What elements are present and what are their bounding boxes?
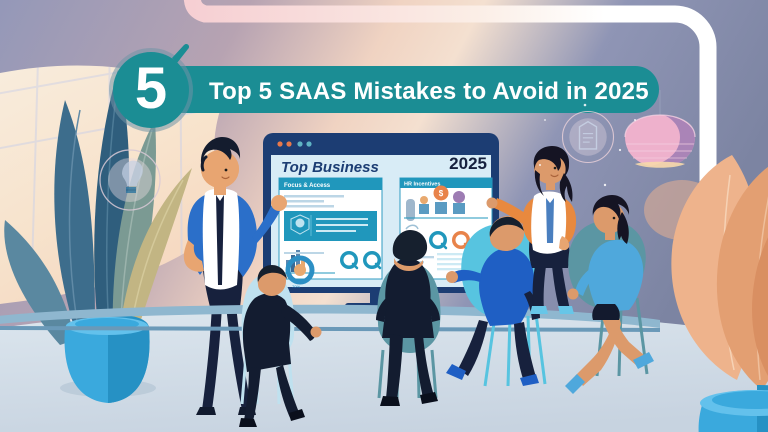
svg-text:HR Incentives: HR Incentives xyxy=(404,182,440,188)
svg-text:5: 5 xyxy=(135,56,167,121)
svg-text:Focus & Access: Focus & Access xyxy=(284,183,331,189)
svg-text:70%: 70% xyxy=(292,284,300,289)
svg-text:$: $ xyxy=(439,189,444,198)
svg-text:Top Business: Top Business xyxy=(281,159,379,176)
svg-text:Top 5 SAAS Mistakes to Avoid i: Top 5 SAAS Mistakes to Avoid in 2025 xyxy=(209,78,649,105)
svg-text:2025: 2025 xyxy=(449,154,487,173)
